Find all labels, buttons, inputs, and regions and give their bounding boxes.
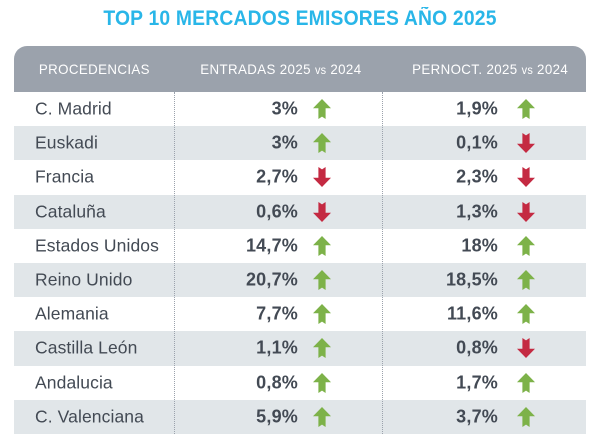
table-row: Francia 2,7% 2,3% — [14, 160, 586, 195]
arrow-down-icon — [515, 201, 537, 223]
row-pernoctaciones-value: 1,9% — [456, 98, 498, 119]
table-row: Cataluña 0,6% 1,3% — [14, 194, 586, 229]
arrow-down-icon — [311, 201, 333, 223]
arrow-up-icon — [311, 98, 333, 120]
row-origin-label: Castilla León — [35, 337, 138, 358]
arrow-up-icon — [515, 372, 537, 394]
row-pernoctaciones-value: 0,8% — [456, 337, 498, 358]
table-row: Castilla León 1,1% 0,8% — [14, 331, 586, 366]
row-origin-label: C. Madrid — [35, 98, 112, 119]
row-pernoctaciones-value: 0,1% — [456, 132, 498, 153]
arrow-up-icon — [515, 303, 537, 325]
column-header-entradas-main: ENTRADAS 2025 — [200, 61, 311, 77]
row-pernoctaciones-value: 3,7% — [456, 406, 498, 427]
arrow-up-icon — [515, 406, 537, 428]
row-entradas-value: 2,7% — [256, 166, 298, 187]
row-entradas-value: 1,1% — [256, 337, 298, 358]
table-row: Alemania 7,7% 11,6% — [14, 297, 586, 332]
row-origin-label: Cataluña — [35, 201, 106, 222]
column-header-entradas: ENTRADAS 2025 vs 2024 — [200, 61, 361, 77]
table-row: Reino Unido 20,7% 18,5% — [14, 262, 586, 298]
table-row: C. Valenciana 5,9% 3,7% — [14, 399, 586, 434]
table-row: Euskadi 3% 0,1% — [14, 126, 586, 161]
arrow-down-icon — [515, 132, 537, 154]
arrow-up-icon — [311, 235, 333, 257]
column-header-entradas-year: 2024 — [330, 61, 362, 77]
row-pernoctaciones-value: 1,7% — [456, 372, 498, 393]
row-entradas-value: 7,7% — [256, 303, 298, 324]
row-pernoctaciones-value: 2,3% — [456, 166, 498, 187]
arrow-down-icon — [515, 337, 537, 359]
row-pernoctaciones-value: 11,6% — [446, 303, 498, 324]
page-title: TOP 10 MERCADOS EMISORES AÑO 2025 — [103, 7, 497, 30]
row-entradas-value: 5,9% — [256, 406, 298, 427]
table-row: C. Madrid 3% 1,9% — [14, 92, 586, 127]
row-entradas-value: 20,7% — [245, 269, 298, 290]
arrow-up-icon — [515, 98, 537, 120]
arrow-up-icon — [515, 235, 537, 257]
table-row: Andalucia 0,8% 1,7% — [14, 365, 586, 400]
column-header-pernoct-year: 2024 — [537, 61, 569, 77]
row-pernoctaciones-value: 18% — [461, 235, 498, 256]
arrow-down-icon — [515, 166, 537, 188]
table-row: Estados Unidos 14,7% 18% — [14, 228, 586, 263]
arrow-up-icon — [311, 269, 333, 291]
row-origin-label: Andalucia — [35, 372, 113, 393]
column-header-pernoct-main: PERNOCT. 2025 — [412, 61, 518, 77]
row-origin-label: Alemania — [35, 303, 109, 324]
markets-table: PROCEDENCIAS ENTRADAS 2025 vs 2024 PERNO… — [14, 46, 586, 434]
row-origin-label: Estados Unidos — [35, 235, 159, 256]
row-entradas-value: 3% — [271, 98, 298, 119]
column-header-procedencias: PROCEDENCIAS — [38, 61, 150, 77]
column-header-entradas-vs: vs — [314, 65, 327, 77]
table-header-row: PROCEDENCIAS ENTRADAS 2025 vs 2024 PERNO… — [14, 46, 586, 92]
column-header-pernoctaciones: PERNOCT. 2025 vs 2024 — [412, 61, 568, 77]
row-entradas-value: 3% — [271, 132, 298, 153]
column-header-pernoct-vs: vs — [521, 65, 533, 77]
arrow-up-icon — [311, 372, 333, 394]
row-origin-label: Reino Unido — [35, 269, 133, 290]
arrow-up-icon — [311, 337, 333, 359]
arrow-down-icon — [311, 166, 333, 188]
row-entradas-value: 0,6% — [256, 201, 298, 222]
arrow-up-icon — [311, 406, 333, 428]
row-entradas-value: 0,8% — [256, 372, 298, 393]
table-body: C. Madrid 3% 1,9% Euskadi 3% 0,1% Francia 2,7% 2… — [14, 92, 586, 434]
row-entradas-value: 14,7% — [245, 235, 298, 256]
arrow-up-icon — [311, 132, 333, 154]
row-origin-label: Euskadi — [35, 132, 98, 153]
row-pernoctaciones-value: 18,5% — [445, 269, 498, 290]
arrow-up-icon — [311, 303, 333, 325]
row-origin-label: C. Valenciana — [35, 406, 144, 427]
row-origin-label: Francia — [35, 166, 95, 187]
row-pernoctaciones-value: 1,3% — [456, 201, 498, 222]
arrow-up-icon — [515, 269, 537, 291]
